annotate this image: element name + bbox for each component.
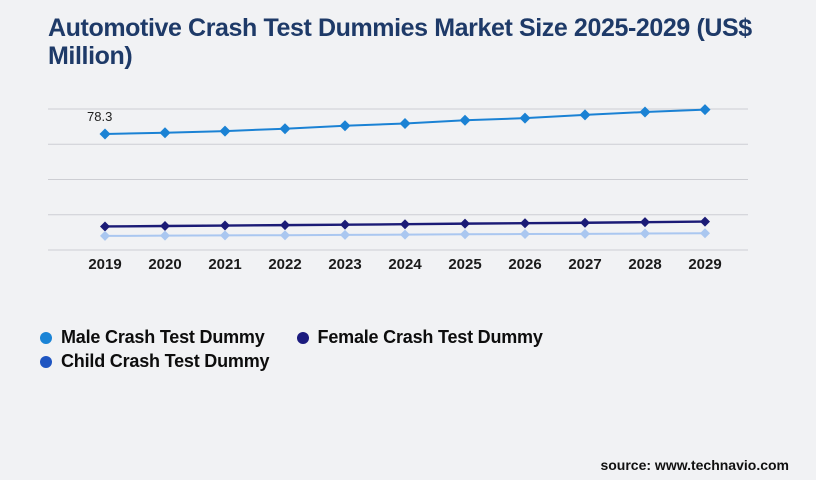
data-point-marker	[519, 112, 531, 124]
data-point-marker	[700, 216, 710, 227]
x-axis-tick-label: 2024	[388, 256, 422, 273]
data-point-marker	[280, 220, 290, 231]
x-axis-tick-label: 2022	[268, 256, 301, 273]
data-point-marker	[340, 229, 350, 240]
legend-label: Female Crash Test Dummy	[317, 327, 543, 347]
chart-title: Automotive Crash Test Dummies Market Siz…	[48, 14, 752, 70]
x-axis-tick-label: 2026	[508, 256, 541, 273]
x-axis-tick-label: 2020	[148, 256, 181, 273]
data-point-marker	[700, 228, 710, 239]
data-point-marker	[460, 218, 470, 229]
data-point-marker	[460, 229, 470, 240]
legend-item-0: Male Crash Test Dummy	[40, 326, 265, 349]
data-point-marker	[220, 220, 230, 231]
data-point-marker	[99, 128, 111, 140]
x-axis-tick-label: 2027	[568, 256, 601, 273]
legend-dot-icon	[296, 331, 309, 344]
chart-legend: Male Crash Test Dummy Female Crash Test D…	[40, 326, 660, 373]
data-point-marker	[399, 118, 411, 130]
data-point-marker	[520, 229, 530, 240]
data-point-marker	[400, 219, 410, 230]
x-axis-tick-label: 2019	[88, 256, 121, 273]
data-point-marker	[579, 109, 591, 121]
data-point-marker	[279, 123, 291, 135]
legend-item-2: Child Crash Test Dummy	[40, 350, 270, 373]
data-point-marker	[640, 217, 650, 228]
legend-label: Child Crash Test Dummy	[61, 351, 270, 371]
data-point-marker	[160, 221, 170, 232]
data-point-marker	[160, 230, 170, 241]
data-point-marker	[100, 230, 110, 241]
legend-dot-icon	[40, 355, 52, 368]
data-point-marker	[220, 230, 230, 241]
legend-label: Male Crash Test Dummy	[61, 327, 265, 347]
data-point-marker	[580, 228, 590, 239]
data-point-marker	[400, 229, 410, 240]
data-point-marker	[699, 104, 711, 116]
legend-dot-icon	[40, 331, 52, 344]
x-axis-tick-label: 2021	[208, 256, 241, 273]
line-chart: 78.3 2019 2020 2021 2022 2023 2024 2025 2026 2027…	[48, 104, 748, 273]
data-label: 78.3	[87, 109, 112, 124]
data-point-marker	[280, 230, 290, 241]
data-point-marker	[339, 120, 351, 132]
x-axis-tick-label: 2029	[688, 256, 721, 273]
data-point-marker	[459, 114, 471, 126]
data-point-marker	[100, 221, 110, 232]
data-point-marker	[640, 228, 650, 239]
data-point-marker	[580, 217, 590, 228]
data-point-marker	[159, 127, 171, 139]
x-axis-tick-label: 2023	[328, 256, 361, 273]
source-attribution: source: www.technavio.com	[600, 457, 789, 473]
data-point-marker	[520, 218, 530, 229]
x-axis-tick-label: 2028	[628, 256, 661, 273]
data-point-marker	[639, 106, 651, 118]
data-point-marker	[340, 219, 350, 230]
legend-item-1: Female Crash Test Dummy	[296, 326, 543, 349]
x-axis-tick-label: 2025	[448, 256, 481, 273]
data-point-marker	[219, 125, 231, 137]
